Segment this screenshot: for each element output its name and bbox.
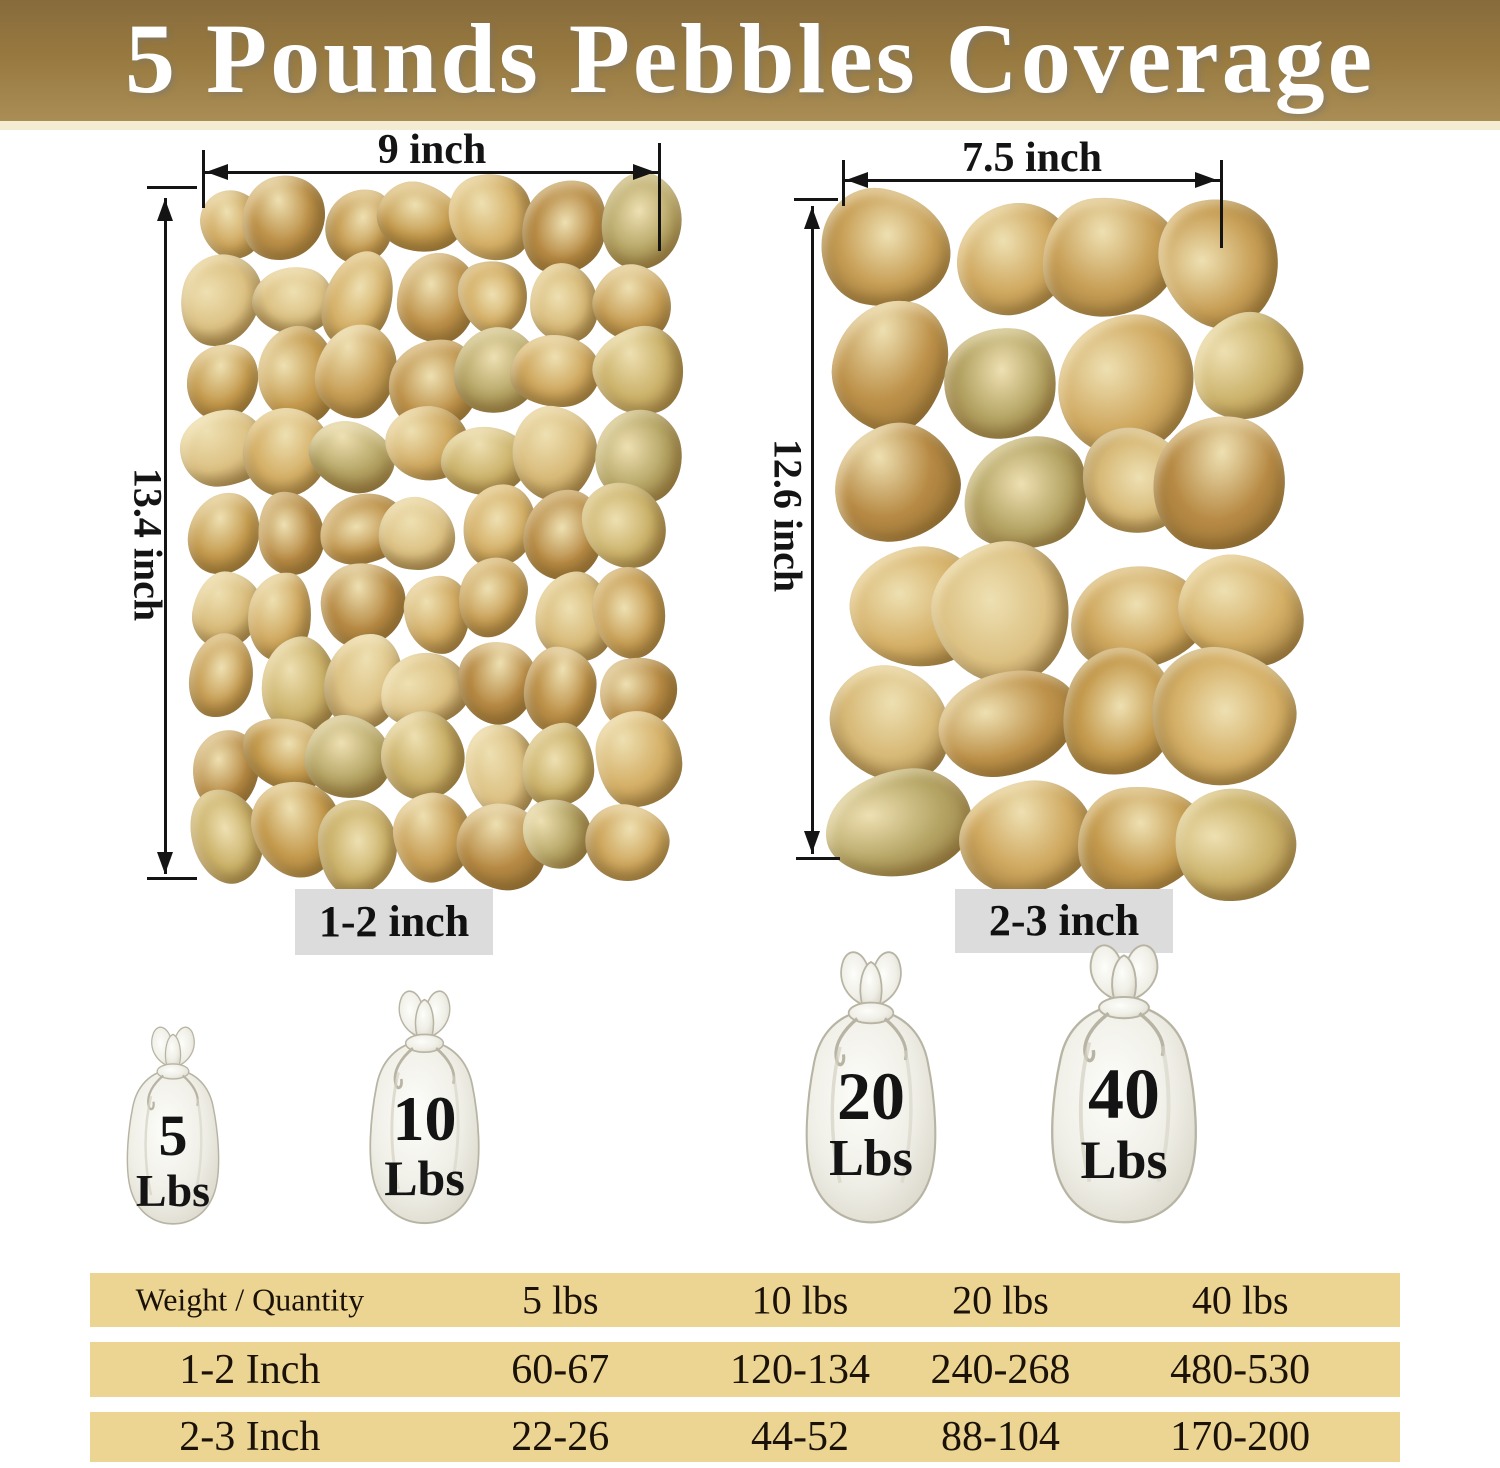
width-dimension-label: 9 inch bbox=[377, 127, 487, 173]
arrow-right-icon bbox=[633, 164, 655, 180]
height-dimension-line bbox=[811, 206, 814, 854]
table-row-label: 1-2 Inch bbox=[179, 1346, 321, 1393]
pebble bbox=[588, 162, 696, 281]
pebble bbox=[578, 797, 676, 888]
bag-weight-number: 40 bbox=[1088, 1053, 1160, 1134]
bag-weight-unit: Lbs bbox=[384, 1149, 465, 1206]
pebble bbox=[527, 260, 600, 345]
width-dimension-line bbox=[843, 179, 1222, 182]
dimension-tick bbox=[147, 877, 197, 880]
width-dimension-line bbox=[203, 171, 660, 174]
bag-weight-number: 5 bbox=[158, 1103, 188, 1169]
dimension-tick bbox=[796, 857, 840, 860]
table-cell: 170-200 bbox=[1170, 1414, 1311, 1460]
size-tag-2-3-inch: 2-3 inch bbox=[955, 889, 1173, 953]
size-tag-1-2-inch: 1-2 inch bbox=[295, 889, 493, 955]
table-cell: 120-134 bbox=[730, 1346, 871, 1393]
pebble bbox=[317, 798, 398, 896]
pebble-photo-1-2-inch bbox=[171, 162, 696, 899]
arrow-up-icon bbox=[804, 207, 820, 229]
bag-weight-label: 5 Lbs bbox=[112, 1103, 234, 1217]
table-row-label: 2-3 Inch bbox=[179, 1414, 321, 1460]
page-title: 5 Pounds Pebbles Coverage bbox=[125, 3, 1375, 114]
pebble bbox=[252, 487, 330, 580]
pebble bbox=[819, 761, 978, 884]
pebble bbox=[594, 708, 685, 809]
bag-weight-number: 10 bbox=[392, 1082, 457, 1154]
bag-5-lbs: 5 Lbs bbox=[112, 1022, 234, 1228]
height-dimension-label: 12.6 inch bbox=[765, 438, 811, 593]
bag-weight-label: 40 Lbs bbox=[1028, 1053, 1220, 1191]
header-banner: 5 Pounds Pebbles Coverage bbox=[0, 0, 1500, 121]
bag-10-lbs: 10 Lbs bbox=[352, 985, 497, 1228]
table-cell: 22-26 bbox=[511, 1414, 610, 1460]
pebble bbox=[819, 408, 974, 556]
bag-weight-unit: Lbs bbox=[829, 1130, 913, 1188]
pebble-photo-2-3-inch bbox=[811, 179, 1314, 910]
table-header-row: Weight / Quantity 5 lbs 10 lbs 20 lbs 40… bbox=[90, 1273, 1400, 1327]
pebble bbox=[509, 334, 601, 408]
pebble bbox=[520, 721, 596, 808]
table-header-cell: Weight / Quantity bbox=[135, 1281, 365, 1318]
table-cell: 240-268 bbox=[930, 1346, 1071, 1393]
dimension-tick bbox=[842, 160, 845, 206]
pebble bbox=[182, 627, 261, 724]
bag-weight-label: 20 Lbs bbox=[785, 1058, 957, 1188]
dimension-tick bbox=[658, 143, 661, 251]
width-dimension-label: 7.5 inch bbox=[961, 135, 1103, 181]
bag-40-lbs: 40 Lbs bbox=[1028, 938, 1220, 1228]
pebble bbox=[820, 288, 957, 442]
table-cell: 60-67 bbox=[511, 1346, 610, 1393]
banner-bottom-strip bbox=[0, 121, 1500, 130]
bag-weight-number: 20 bbox=[837, 1058, 905, 1135]
arrow-left-icon bbox=[846, 172, 868, 188]
bag-weight-label: 10 Lbs bbox=[352, 1082, 497, 1206]
height-dimension-line bbox=[164, 198, 167, 874]
table-cell: 44-52 bbox=[751, 1414, 850, 1460]
table-header-cell: 10 lbs bbox=[751, 1277, 849, 1323]
bag-weight-unit: Lbs bbox=[135, 1165, 211, 1217]
table-cell: 480-530 bbox=[1170, 1346, 1311, 1393]
dimension-tick bbox=[794, 198, 838, 201]
dimension-tick bbox=[147, 186, 197, 189]
table-row: 1-2 Inch 60-67 120-134 240-268 480-530 bbox=[90, 1342, 1400, 1397]
height-dimension-label: 13.4 inch bbox=[125, 467, 171, 622]
pebble bbox=[181, 485, 268, 582]
table-row: 2-3 Inch 22-26 44-52 88-104 170-200 bbox=[90, 1412, 1400, 1462]
pebble bbox=[936, 319, 1064, 447]
dimension-tick bbox=[1220, 160, 1223, 248]
arrow-right-icon bbox=[1195, 172, 1217, 188]
table-cell: 88-104 bbox=[940, 1414, 1060, 1460]
arrow-down-icon bbox=[157, 852, 173, 874]
arrow-down-icon bbox=[804, 831, 820, 853]
table-header-cell: 40 lbs bbox=[1191, 1277, 1289, 1323]
table-header-cell: 5 lbs bbox=[521, 1277, 599, 1323]
table-header-cell: 20 lbs bbox=[952, 1277, 1049, 1323]
bag-weight-unit: Lbs bbox=[1080, 1130, 1168, 1191]
dimension-tick bbox=[202, 150, 205, 208]
bag-20-lbs: 20 Lbs bbox=[785, 945, 957, 1228]
arrow-up-icon bbox=[157, 199, 173, 221]
arrow-left-icon bbox=[206, 164, 228, 180]
